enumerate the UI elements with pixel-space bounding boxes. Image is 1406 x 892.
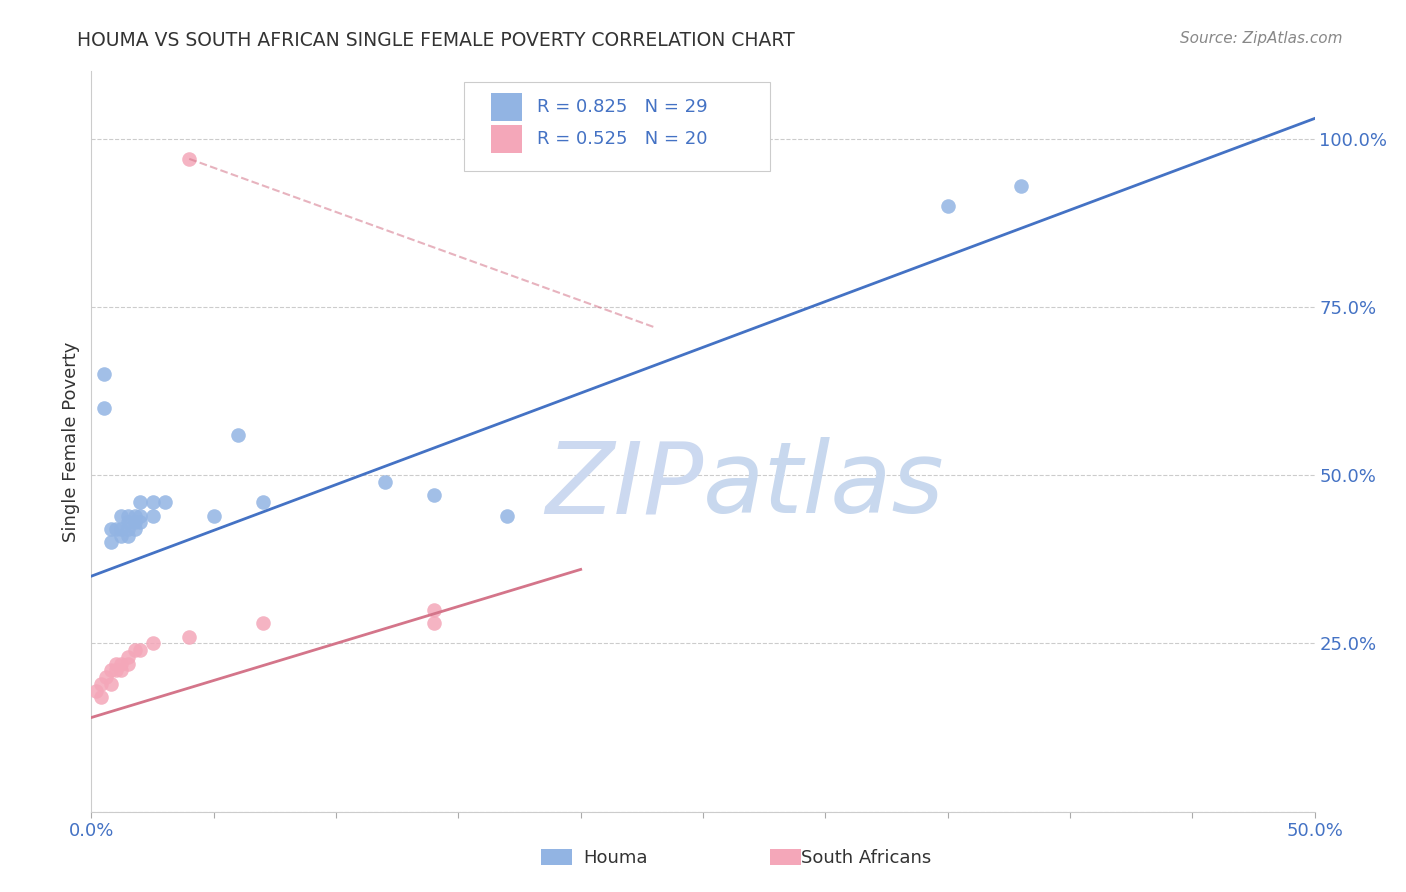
Point (110, 522, 132, 536)
Point (252, 616, 274, 631)
Point (100, 522, 122, 536)
Point (110, 664, 132, 678)
Bar (541, 849, 572, 865)
Text: R = 0.525   N = 20: R = 0.525 N = 20 (537, 129, 707, 148)
Text: Houma: Houma (583, 849, 648, 867)
Point (117, 649, 139, 664)
Point (93, 401, 115, 415)
Point (117, 522, 139, 536)
Point (110, 657, 132, 671)
Bar (770, 849, 801, 865)
Point (100, 664, 122, 678)
Point (104, 657, 127, 671)
Point (124, 516, 146, 530)
Point (84, 683, 107, 698)
Point (124, 643, 146, 657)
Point (94, 670, 117, 684)
Text: R = 0.825   N = 29: R = 0.825 N = 29 (537, 98, 707, 116)
Point (141, 636, 163, 650)
Text: ZIP: ZIP (544, 437, 703, 534)
Text: HOUMA VS SOUTH AFRICAN SINGLE FEMALE POVERTY CORRELATION CHART: HOUMA VS SOUTH AFRICAN SINGLE FEMALE POV… (77, 31, 794, 50)
Point (124, 508, 146, 523)
Point (202, 508, 225, 523)
Point (129, 643, 152, 657)
Point (117, 508, 139, 523)
Point (141, 495, 163, 509)
Bar (491, 93, 522, 121)
Point (129, 495, 152, 509)
Point (423, 603, 446, 617)
Point (100, 535, 122, 549)
Text: South Africans: South Africans (801, 849, 932, 867)
Point (104, 664, 127, 678)
Point (936, 199, 959, 213)
Text: Source: ZipAtlas.com: Source: ZipAtlas.com (1180, 31, 1343, 46)
Point (1010, 178, 1032, 193)
Point (179, 152, 201, 166)
Point (104, 522, 127, 536)
Point (100, 677, 122, 691)
FancyBboxPatch shape (464, 82, 770, 171)
Point (374, 475, 396, 489)
Point (90, 690, 112, 705)
Point (141, 508, 163, 523)
Point (110, 508, 132, 523)
Text: atlas: atlas (703, 437, 945, 534)
Point (117, 657, 139, 671)
Point (110, 529, 132, 543)
Bar (491, 125, 522, 153)
Point (129, 508, 152, 523)
Point (423, 488, 446, 502)
Point (423, 616, 446, 631)
Point (252, 495, 274, 509)
Point (129, 516, 152, 530)
Point (93, 368, 115, 382)
Point (117, 516, 139, 530)
Point (496, 508, 519, 523)
Point (124, 522, 146, 536)
Point (179, 630, 201, 644)
Y-axis label: Single Female Poverty: Single Female Poverty (62, 342, 80, 541)
Point (90, 677, 112, 691)
Point (226, 427, 249, 442)
Point (117, 529, 139, 543)
Point (153, 495, 176, 509)
